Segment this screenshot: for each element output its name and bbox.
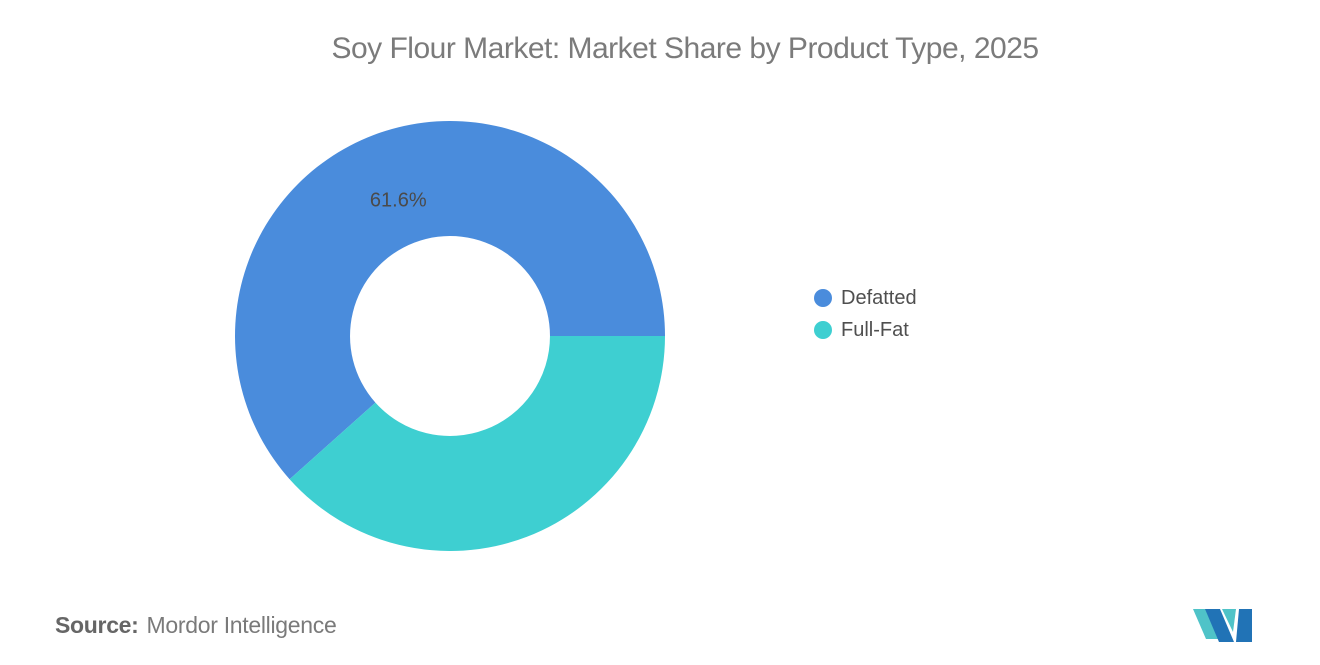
source-name: Mordor Intelligence: [146, 612, 337, 638]
legend-marker-icon: [814, 321, 832, 339]
legend-label: Full-Fat: [841, 318, 909, 341]
source-line: Source: Mordor Intelligence: [55, 612, 337, 639]
logo-shape: [1193, 609, 1221, 639]
legend-label: Defatted: [841, 286, 917, 309]
chart-title: Soy Flour Market: Market Share by Produc…: [331, 32, 1039, 65]
chart-legend: Defatted Full-Fat: [814, 282, 917, 346]
legend-marker-icon: [814, 289, 832, 307]
mordor-intelligence-logo: [1193, 609, 1252, 642]
logo-shape: [1205, 609, 1234, 642]
donut-slice-full-fat[interactable]: [289, 336, 665, 551]
donut-slice-defatted[interactable]: [235, 121, 665, 480]
donut-chart: 61.6%: [235, 121, 665, 551]
legend-item-full-fat[interactable]: Full-Fat: [814, 314, 917, 346]
slice-label: 61.6%: [370, 189, 427, 211]
source-label: Source:: [55, 612, 139, 638]
logo-shape: [1236, 609, 1252, 642]
logo-shape: [1222, 609, 1236, 632]
legend-item-defatted[interactable]: Defatted: [814, 282, 917, 314]
